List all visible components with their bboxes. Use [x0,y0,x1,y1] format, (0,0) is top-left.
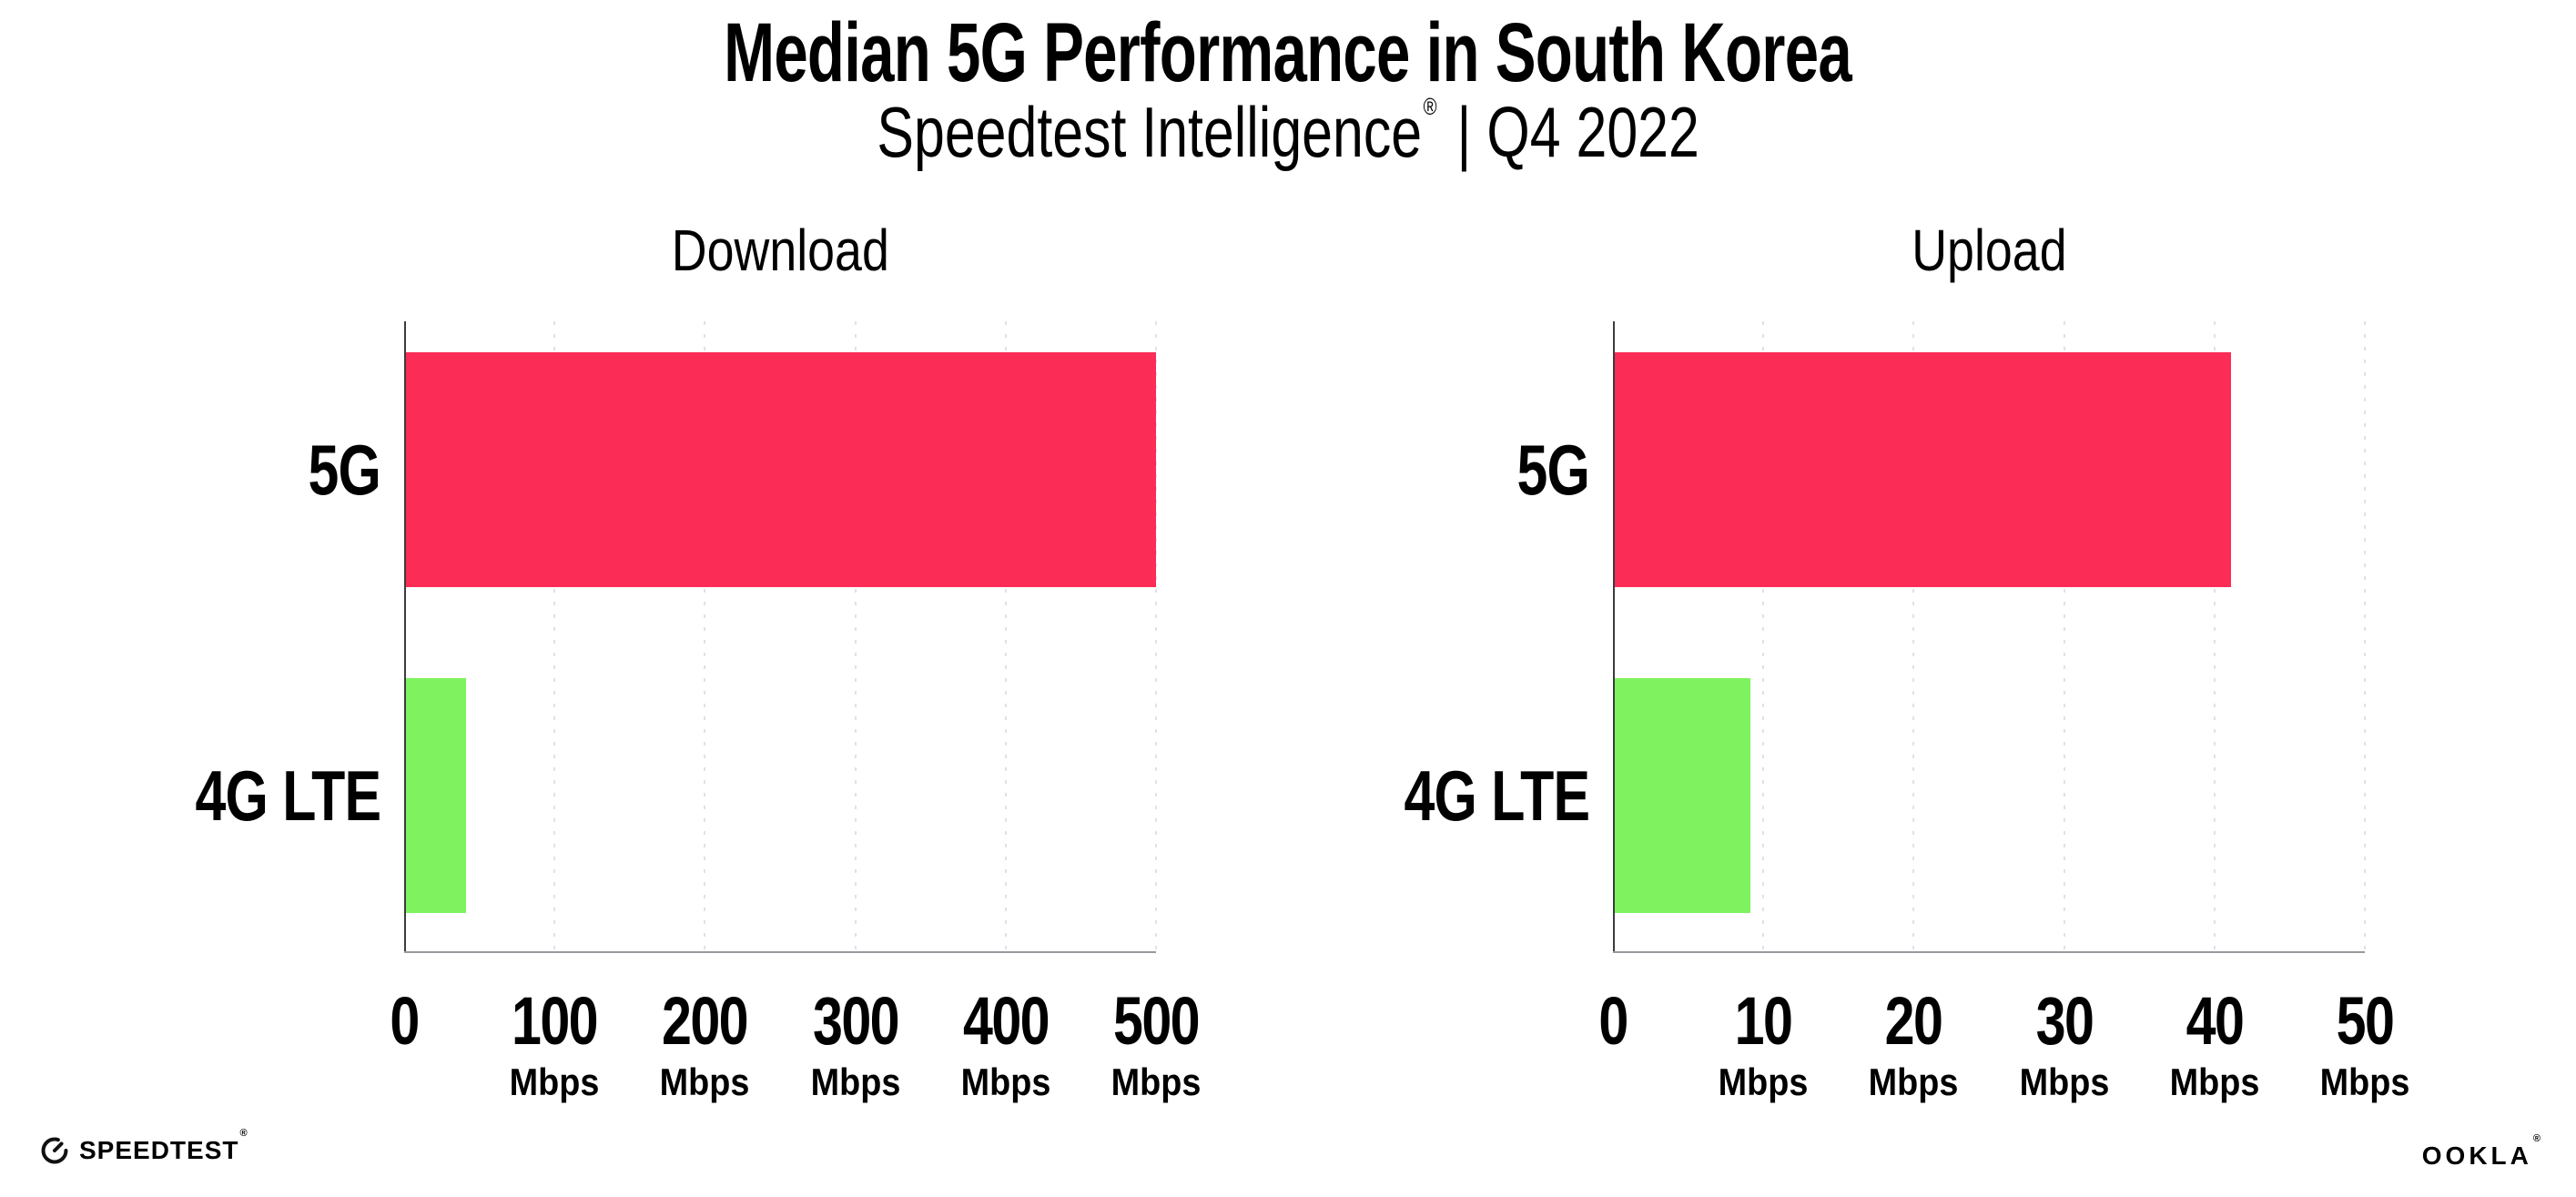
category-label-5g: 5G [308,430,380,510]
download-plot-area [404,321,1157,953]
subtitle-brand: Speedtest Intelligence [877,92,1422,172]
x-tick-40: 40 Mbps [2165,988,2265,1102]
upload-bar-4g-lte [1615,678,1750,913]
category-label-4g-lte: 4G LTE [1404,756,1590,836]
gridline-40 [2213,321,2216,951]
x-tick-value: 40 [2186,983,2244,1059]
download-category-labels: 5G 4G LTE [55,321,381,953]
download-y-axis-line [404,321,406,953]
registered-trademark-symbol: ® [1423,93,1437,120]
download-chart: Download 5G 4G LTE 0 100 Mbps 200 Mbps 300 Mbp… [55,217,1201,1127]
speedtest-gauge-icon [41,1137,68,1164]
x-tick-value: 400 [962,983,1050,1059]
x-tick-0: 0 [386,988,421,1055]
download-bar-4g-lte [406,678,467,913]
x-tick-100: 100 Mbps [501,988,607,1102]
x-tick-value: 0 [390,983,420,1059]
x-tick-value: 20 [1885,983,1943,1059]
download-x-axis-labels: 0 100 Mbps 200 Mbps 300 Mbps 400 Mbps 500 Mbps [390,988,1201,1142]
upload-chart-title: Upload [1911,218,2067,283]
gridline-20 [1912,321,1915,951]
x-tick-unit: Mbps [2319,1060,2410,1103]
x-tick-value: 200 [662,983,749,1059]
speedtest-logo: SPEEDTEST® [40,1128,248,1165]
x-tick-value: 0 [1598,983,1628,1059]
x-tick-value: 500 [1113,983,1201,1059]
x-tick-unit: Mbps [2019,1060,2109,1103]
x-tick-value: 100 [512,983,599,1059]
x-tick-unit: Mbps [1869,1060,1959,1103]
x-tick-unit: Mbps [960,1060,1051,1103]
gridline-400 [1004,321,1007,951]
x-tick-value: 300 [812,983,900,1059]
x-tick-unit: Mbps [1111,1060,1202,1103]
x-tick-10: 10 Mbps [1713,988,1813,1102]
gridline-100 [553,321,556,951]
x-tick-unit: Mbps [1718,1060,1809,1103]
category-label-4g-lte: 4G LTE [195,756,381,836]
x-tick-200: 200 Mbps [652,988,758,1102]
ookla-trademark-symbol: ® [2532,1133,2544,1144]
page-subtitle: Speedtest Intelligence® | Q4 2022 [0,91,2576,174]
x-tick-unit: Mbps [509,1060,600,1103]
x-tick-30: 30 Mbps [2014,988,2115,1102]
upload-plot-area [1613,321,2366,953]
upload-chart: Upload 5G 4G LTE 0 10 Mbps 20 Mbps 30 Mbps 40 Mb… [1263,217,2409,1127]
page-title-text: Median 5G Performance in South Korea [724,6,1853,99]
x-tick-unit: Mbps [2169,1060,2260,1103]
x-tick-0: 0 [1595,988,1630,1055]
x-tick-unit: Mbps [810,1060,900,1103]
x-tick-500: 500 Mbps [1102,988,1209,1102]
upload-x-axis-labels: 0 10 Mbps 20 Mbps 30 Mbps 40 Mbps 50 Mbps [1598,988,2409,1142]
upload-y-axis-line [1613,321,1615,953]
x-tick-value: 30 [2035,983,2094,1059]
gridline-50 [2364,321,2366,951]
upload-bar-5g [1615,352,2232,587]
gridline-10 [1762,321,1765,951]
x-tick-20: 20 Mbps [1864,988,1964,1102]
x-tick-value: 50 [2336,983,2395,1059]
x-tick-300: 300 Mbps [802,988,908,1102]
gridline-200 [704,321,706,951]
x-tick-unit: Mbps [660,1060,750,1103]
category-label-5g: 5G [1516,430,1589,510]
upload-x-axis-line [1613,951,2365,953]
page-title: Median 5G Performance in South Korea [0,5,2576,101]
x-tick-50: 50 Mbps [2315,988,2415,1102]
subtitle-divider: | [1456,92,1472,172]
ookla-logo-text: OOKLA [2421,1141,2532,1170]
download-x-axis-line [404,951,1156,953]
upload-category-labels: 5G 4G LTE [1263,321,1590,953]
download-bar-5g [406,352,1157,587]
speedtest-trademark-symbol: ® [239,1128,248,1139]
x-tick-value: 10 [1734,983,1793,1059]
subtitle-period: Q4 2022 [1486,92,1699,172]
gridline-300 [854,321,857,951]
x-tick-400: 400 Mbps [952,988,1059,1102]
ookla-logo: OOKLA® [2421,1133,2543,1171]
download-chart-title: Download [671,218,889,283]
gridline-30 [2063,321,2065,951]
gridline-500 [1155,321,1157,951]
speedtest-logo-text: SPEEDTEST® [79,1128,248,1164]
